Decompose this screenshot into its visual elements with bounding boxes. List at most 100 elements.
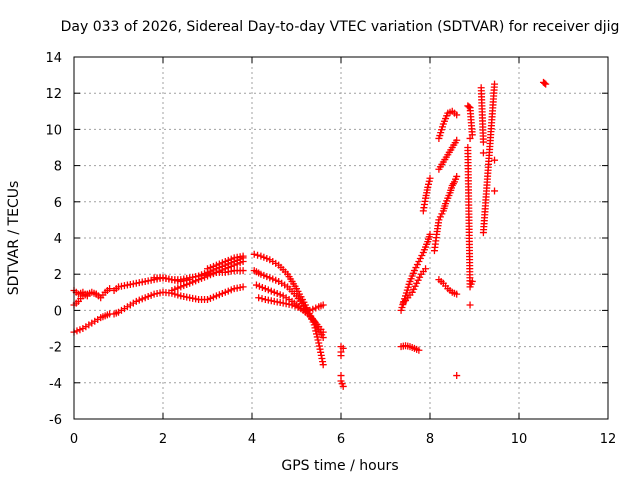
x-tick-label: 6 xyxy=(337,432,345,447)
series-arc-15 xyxy=(337,343,347,390)
data-point xyxy=(255,294,263,302)
data-point xyxy=(490,83,498,91)
data-point xyxy=(411,282,419,290)
data-point xyxy=(445,191,453,199)
data-point xyxy=(313,330,321,338)
data-point xyxy=(276,299,284,307)
data-point xyxy=(174,291,182,299)
data-point xyxy=(443,112,451,120)
data-point xyxy=(402,296,410,304)
x-axis-label: GPS time / hours xyxy=(281,458,398,474)
data-point xyxy=(183,293,191,301)
data-point xyxy=(129,299,137,307)
data-point xyxy=(138,278,146,286)
data-point xyxy=(450,289,458,297)
data-point xyxy=(112,285,120,293)
series-arc-23 xyxy=(435,276,461,298)
y-tick-label: 6 xyxy=(54,196,62,211)
data-point xyxy=(103,286,111,294)
data-point xyxy=(436,213,444,221)
data-point xyxy=(201,296,209,304)
y-tick-label: 12 xyxy=(45,87,62,102)
x-tick-label: 8 xyxy=(426,432,434,447)
data-point xyxy=(491,156,499,164)
data-point xyxy=(441,202,449,210)
data-point xyxy=(416,273,424,281)
data-point xyxy=(120,305,128,313)
data-point xyxy=(147,291,155,299)
data-point xyxy=(438,123,446,131)
data-point xyxy=(304,310,312,318)
data-point xyxy=(421,197,429,205)
data-point xyxy=(290,290,298,298)
data-point xyxy=(76,326,84,334)
data-point xyxy=(312,304,320,312)
data-point xyxy=(466,134,474,142)
data-point xyxy=(120,282,128,290)
data-point xyxy=(317,302,325,310)
data-point xyxy=(479,149,487,157)
data-point xyxy=(413,345,421,353)
data-point xyxy=(434,219,442,227)
data-point xyxy=(319,358,327,366)
data-point xyxy=(491,187,499,195)
data-point xyxy=(291,282,299,290)
data-point xyxy=(281,268,289,276)
data-point xyxy=(103,311,111,319)
data-point xyxy=(448,184,456,192)
y-tick-label: -2 xyxy=(49,341,62,356)
data-point xyxy=(314,336,322,344)
x-tick-label: 2 xyxy=(159,432,167,447)
data-point xyxy=(468,128,476,136)
data-point xyxy=(236,283,244,291)
data-point xyxy=(276,291,284,299)
data-point xyxy=(192,295,200,303)
axis-ticks: 0 2 4 6 8 10 12 -6 -4 -2 0 2 4 6 8 10 12 14 xyxy=(45,51,616,447)
data-point xyxy=(338,380,346,388)
data-point xyxy=(479,135,487,143)
data-point xyxy=(112,309,120,317)
data-point xyxy=(438,160,446,168)
data-point xyxy=(419,267,427,275)
data-point xyxy=(99,313,107,321)
series-arc-6 xyxy=(110,283,247,318)
series-isolated xyxy=(453,78,550,380)
data-point xyxy=(452,175,460,183)
data-point xyxy=(406,291,414,299)
x-tick-label: 4 xyxy=(248,432,256,447)
series-arc-1 xyxy=(70,310,114,336)
data-point xyxy=(285,300,293,308)
data-point xyxy=(81,290,89,298)
data-point xyxy=(425,233,433,241)
data-point xyxy=(263,273,271,281)
data-point xyxy=(263,255,271,263)
series-arc-21 xyxy=(435,107,461,142)
data-point xyxy=(442,153,450,161)
data-point xyxy=(423,240,431,248)
y-tick-label: 0 xyxy=(54,304,62,319)
y-tick-label: -4 xyxy=(49,377,62,392)
data-point xyxy=(317,325,325,333)
data-point xyxy=(77,289,85,297)
data-point xyxy=(451,139,459,147)
data-point xyxy=(156,289,164,297)
grid xyxy=(74,57,608,419)
data-point xyxy=(94,315,102,323)
data-point xyxy=(408,344,416,352)
data-point xyxy=(446,108,454,116)
data-point xyxy=(174,284,182,292)
series-arc-4 xyxy=(92,285,114,302)
data-point xyxy=(313,333,321,341)
data-point xyxy=(94,292,102,300)
data-point xyxy=(542,80,550,88)
y-tick-label: -6 xyxy=(49,413,62,428)
data-point xyxy=(183,274,191,282)
data-point xyxy=(254,251,262,259)
data-point xyxy=(426,174,434,182)
y-tick-label: 4 xyxy=(54,232,62,247)
data-point xyxy=(337,352,345,360)
data-point xyxy=(410,285,418,293)
series-arc-17 xyxy=(399,265,430,307)
data-point xyxy=(218,259,226,267)
data-point xyxy=(294,303,302,311)
